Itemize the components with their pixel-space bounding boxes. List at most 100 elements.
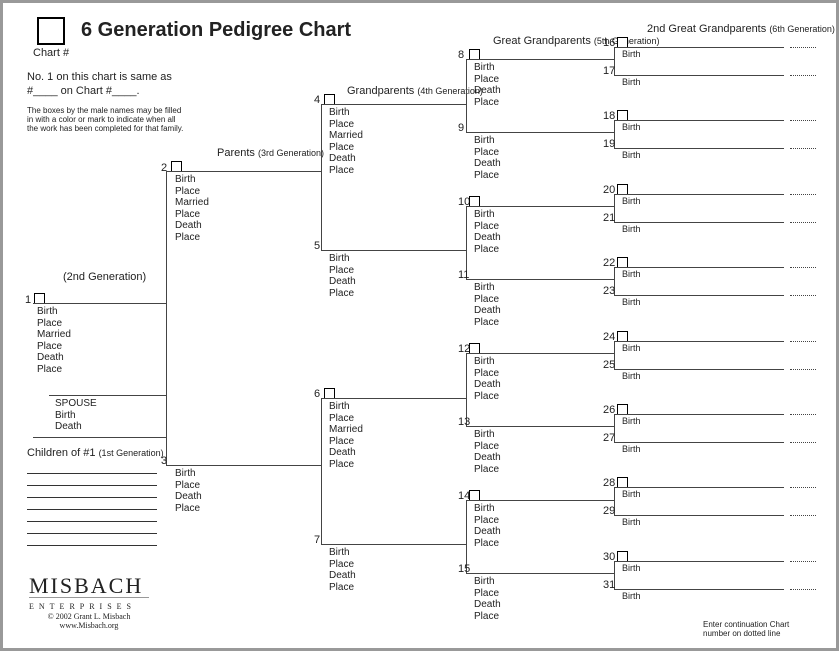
person-12-fields: Birth Place Death Place bbox=[474, 356, 501, 402]
child-line[interactable] bbox=[27, 497, 157, 498]
person-5-line bbox=[321, 250, 466, 251]
vline-8-9 bbox=[466, 59, 467, 132]
field-label: Birth bbox=[474, 135, 501, 147]
field-label: Place bbox=[175, 186, 209, 198]
person-8-fields: Birth Place Death Place bbox=[474, 62, 501, 108]
hdr-parents: Parents (3rd Generation) bbox=[217, 147, 324, 159]
field-label: Place bbox=[474, 538, 501, 550]
page-title: 6 Generation Pedigree Chart bbox=[81, 19, 351, 42]
field-label: Birth bbox=[474, 356, 501, 368]
person-6-line bbox=[321, 398, 466, 399]
field-label: Death bbox=[175, 220, 209, 232]
vline-6-7 bbox=[321, 398, 322, 544]
person-4-num: 4 bbox=[314, 94, 320, 106]
person-26-cont-line[interactable] bbox=[790, 414, 816, 415]
field-label: Death bbox=[474, 526, 501, 538]
person-25-cont-line[interactable] bbox=[790, 369, 816, 370]
person-21-line bbox=[614, 222, 784, 223]
person-24-cont-line[interactable] bbox=[790, 341, 816, 342]
field-label: Place bbox=[329, 288, 356, 300]
field-label: Place bbox=[329, 459, 363, 471]
children-gen: (1st Generation) bbox=[99, 448, 164, 458]
field-label: Birth bbox=[474, 209, 501, 221]
field-label: Place bbox=[175, 209, 209, 221]
field-label: Birth bbox=[329, 547, 356, 559]
field-label: Place bbox=[474, 391, 501, 403]
child-line[interactable] bbox=[27, 473, 157, 474]
person-29-cont-line[interactable] bbox=[790, 515, 816, 516]
person-13-line bbox=[466, 426, 614, 427]
person-23-fields: Birth bbox=[622, 297, 641, 307]
field-label: Place bbox=[474, 588, 501, 600]
field-label: Birth bbox=[474, 576, 501, 588]
person-17-cont-line[interactable] bbox=[790, 75, 816, 76]
field-label: Birth bbox=[37, 306, 71, 318]
field-label: Place bbox=[474, 97, 501, 109]
child-line[interactable] bbox=[27, 521, 157, 522]
person-30-fields: Birth bbox=[622, 563, 641, 573]
child-line[interactable] bbox=[27, 545, 157, 546]
person-20-cont-line[interactable] bbox=[790, 194, 816, 195]
person-24-fields: Birth bbox=[622, 343, 641, 353]
person-21-fields: Birth bbox=[622, 224, 641, 234]
hdr-grandparents: Grandparents (4th Generation) bbox=[347, 85, 483, 97]
field-label: Place bbox=[175, 480, 202, 492]
child-line[interactable] bbox=[27, 509, 157, 510]
person-5-num: 5 bbox=[314, 240, 320, 252]
footer-url: www.Misbach.org bbox=[29, 622, 149, 631]
person-19-cont-line[interactable] bbox=[790, 148, 816, 149]
note-same: No. 1 on this chart is same as #____ on … bbox=[27, 71, 187, 99]
field-label: Married bbox=[37, 329, 71, 341]
person-1-fields: Birth Place Married Place Death Place bbox=[37, 306, 71, 375]
field-label: Birth bbox=[175, 468, 202, 480]
person-12-line bbox=[466, 353, 614, 354]
person-22-cont-line[interactable] bbox=[790, 267, 816, 268]
field-label: Death bbox=[37, 352, 71, 364]
field-label: Place bbox=[474, 464, 501, 476]
child-line[interactable] bbox=[27, 485, 157, 486]
person-29-fields: Birth bbox=[622, 517, 641, 527]
spouse-bottom-line bbox=[33, 437, 167, 438]
child-line[interactable] bbox=[27, 533, 157, 534]
field-label: Place bbox=[474, 441, 501, 453]
person-8-line bbox=[466, 59, 614, 60]
field-label: Place bbox=[474, 294, 501, 306]
field-label: Death bbox=[55, 421, 97, 433]
person-2-fields: Birth Place Married Place Death Place bbox=[175, 174, 209, 243]
vline-4-5 bbox=[321, 104, 322, 250]
field-label: Birth bbox=[474, 429, 501, 441]
hdr-parents-gen: (3rd Generation) bbox=[258, 148, 324, 158]
person-9-line bbox=[466, 132, 614, 133]
person-27-fields: Birth bbox=[622, 444, 641, 454]
field-label: Married bbox=[329, 424, 363, 436]
field-label: Place bbox=[329, 265, 356, 277]
field-label: Place bbox=[175, 503, 202, 515]
person-16-fields: Birth bbox=[622, 49, 641, 59]
person-31-cont-line[interactable] bbox=[790, 589, 816, 590]
field-label: Death bbox=[175, 491, 202, 503]
person-28-cont-line[interactable] bbox=[790, 487, 816, 488]
logo-sub: ENTERPRISES bbox=[29, 602, 149, 611]
person-22-fields: Birth bbox=[622, 269, 641, 279]
person-1-num: 1 bbox=[25, 294, 31, 306]
person-16-cont-line[interactable] bbox=[790, 47, 816, 48]
person-30-cont-line[interactable] bbox=[790, 561, 816, 562]
field-label: Birth bbox=[55, 410, 97, 422]
hdr-grandparents-label: Grandparents bbox=[347, 85, 414, 97]
hdr-parents-label: Parents bbox=[217, 147, 255, 159]
person-23-cont-line[interactable] bbox=[790, 295, 816, 296]
children-label: Children of #1 bbox=[27, 447, 96, 459]
vline-2-3 bbox=[166, 171, 167, 465]
gen2-label: (2nd Generation) bbox=[63, 271, 146, 283]
chart-number-box[interactable] bbox=[37, 17, 65, 45]
person-21-cont-line[interactable] bbox=[790, 222, 816, 223]
person-24-line bbox=[614, 341, 784, 342]
field-label: Place bbox=[474, 74, 501, 86]
person-18-cont-line[interactable] bbox=[790, 120, 816, 121]
person-11-fields: Birth Place Death Place bbox=[474, 282, 501, 328]
person-27-cont-line[interactable] bbox=[790, 442, 816, 443]
person-19-line bbox=[614, 148, 784, 149]
person-26-line bbox=[614, 414, 784, 415]
field-label: Married bbox=[175, 197, 209, 209]
field-label: Birth bbox=[329, 401, 363, 413]
